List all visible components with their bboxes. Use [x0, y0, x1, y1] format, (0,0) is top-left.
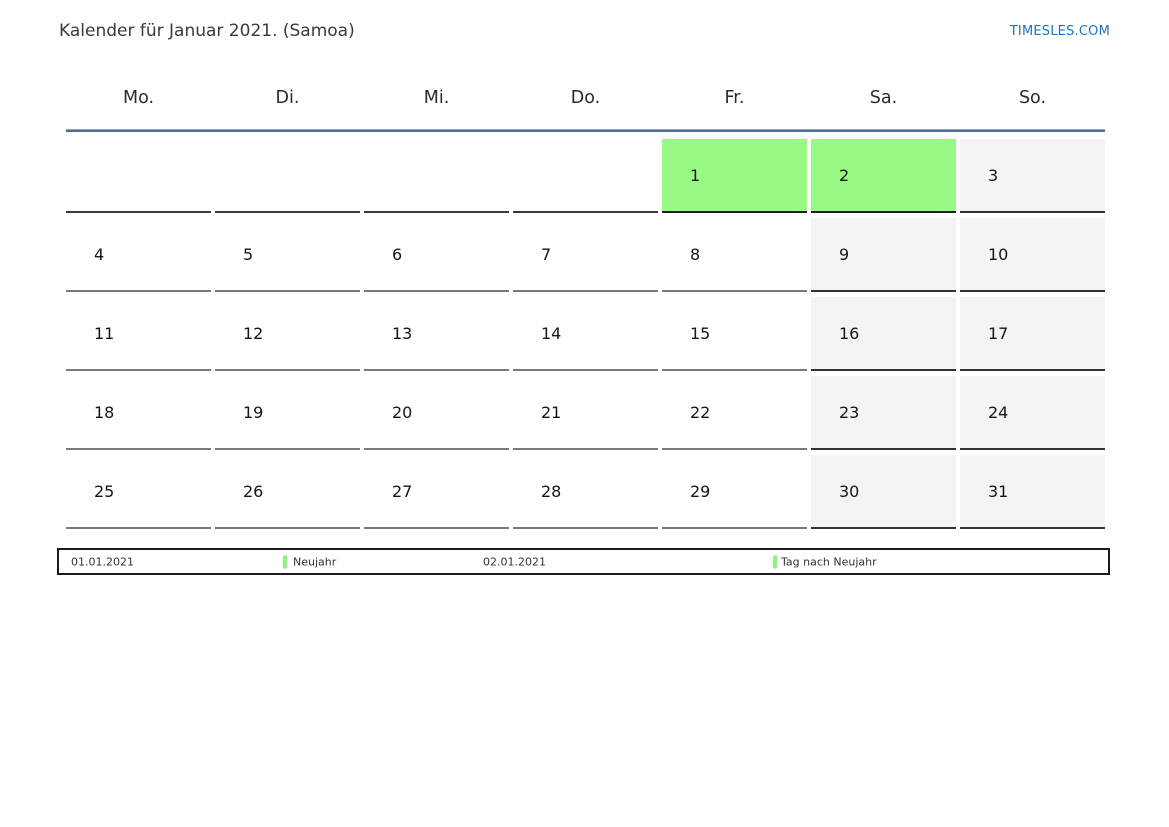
legend-date: 02.01.2021 — [483, 555, 546, 568]
day-number: 3 — [988, 165, 999, 185]
weekday-header-fr: Fr. — [724, 88, 745, 108]
weekday-header-sa: Sa. — [869, 88, 898, 108]
day-number: 20 — [392, 402, 413, 422]
day-number: 8 — [690, 244, 701, 264]
calendar-day-cell: 20 — [364, 376, 509, 450]
day-number: 19 — [243, 402, 264, 422]
weekday-header-so: So. — [1018, 88, 1047, 108]
calendar-day-cell: 15 — [662, 297, 807, 371]
day-number: 11 — [94, 323, 115, 343]
day-number: 24 — [988, 402, 1009, 422]
weekday-header-row: Mo. Di. Mi. Do. Fr. Sa. So. — [66, 88, 1105, 108]
calendar-day-cell: 25 — [66, 455, 211, 529]
day-number: 29 — [690, 481, 711, 501]
day-number: 13 — [392, 323, 413, 343]
day-number: 26 — [243, 481, 264, 501]
calendar-day-cell: 8 — [662, 218, 807, 292]
day-number: 15 — [690, 323, 711, 343]
calendar-day-cell: 3 — [960, 139, 1105, 213]
calendar-day-cell: 6 — [364, 218, 509, 292]
weekday-header-mo: Mo. — [122, 88, 155, 108]
weekday-header-mi: Mi. — [423, 88, 450, 108]
legend-date: 01.01.2021 — [71, 555, 134, 568]
calendar-day-cell — [364, 139, 509, 213]
calendar-day-cell: 24 — [960, 376, 1105, 450]
legend-holiday-name: Tag nach Neujahr — [781, 555, 877, 568]
day-number: 31 — [988, 481, 1009, 501]
brand-link[interactable]: TIMESLES.COM — [1009, 24, 1110, 39]
calendar-day-cell: 9 — [811, 218, 956, 292]
day-number: 25 — [94, 481, 115, 501]
calendar-day-cell: 19 — [215, 376, 360, 450]
holiday-marker-icon — [283, 555, 287, 568]
calendar-day-cell: 31 — [960, 455, 1105, 529]
day-number: 14 — [541, 323, 562, 343]
day-number: 16 — [839, 323, 860, 343]
day-number: 27 — [392, 481, 413, 501]
day-number: 9 — [839, 244, 850, 264]
day-number: 17 — [988, 323, 1009, 343]
calendar-day-cell: 17 — [960, 297, 1105, 371]
header-divider — [66, 129, 1105, 132]
calendar-day-cell — [215, 139, 360, 213]
calendar-day-cell: 26 — [215, 455, 360, 529]
day-number: 18 — [94, 402, 115, 422]
day-number: 4 — [94, 244, 105, 264]
day-number: 23 — [839, 402, 860, 422]
calendar-day-cell: 1 — [662, 139, 807, 213]
calendar-day-cell: 21 — [513, 376, 658, 450]
calendar-day-cell: 29 — [662, 455, 807, 529]
calendar-day-cell: 27 — [364, 455, 509, 529]
calendar-day-cell — [66, 139, 211, 213]
calendar-day-cell: 12 — [215, 297, 360, 371]
calendar-day-cell: 11 — [66, 297, 211, 371]
calendar-day-cell — [513, 139, 658, 213]
calendar-day-cell: 13 — [364, 297, 509, 371]
weekday-header-di: Di. — [275, 88, 300, 108]
day-number: 1 — [690, 165, 701, 185]
calendar-day-cell: 30 — [811, 455, 956, 529]
day-number: 7 — [541, 244, 552, 264]
calendar-day-cell: 16 — [811, 297, 956, 371]
holiday-legend: 01.01.2021 Neujahr 02.01.2021 Tag nach N… — [57, 548, 1110, 575]
day-number: 5 — [243, 244, 254, 264]
day-number: 28 — [541, 481, 562, 501]
page-title: Kalender für Januar 2021. (Samoa) — [59, 21, 355, 41]
day-number: 10 — [988, 244, 1009, 264]
holiday-marker-icon — [773, 555, 777, 568]
day-number: 30 — [839, 481, 860, 501]
calendar-day-cell: 7 — [513, 218, 658, 292]
calendar-grid: 1 2 3 4 5 6 7 8 9 10 11 12 13 14 15 16 17 18 19 20 21 22 23 24 2… — [66, 139, 1105, 529]
calendar-day-cell: 4 — [66, 218, 211, 292]
calendar-day-cell: 14 — [513, 297, 658, 371]
day-number: 22 — [690, 402, 711, 422]
day-number: 2 — [839, 165, 850, 185]
calendar-day-cell: 28 — [513, 455, 658, 529]
day-number: 6 — [392, 244, 403, 264]
day-number: 21 — [541, 402, 562, 422]
calendar-day-cell: 23 — [811, 376, 956, 450]
day-number: 12 — [243, 323, 264, 343]
legend-holiday-name: Neujahr — [293, 555, 337, 568]
calendar-day-cell: 18 — [66, 376, 211, 450]
calendar-day-cell: 10 — [960, 218, 1105, 292]
calendar-day-cell: 5 — [215, 218, 360, 292]
weekday-header-do: Do. — [570, 88, 601, 108]
calendar-day-cell: 22 — [662, 376, 807, 450]
calendar-day-cell: 2 — [811, 139, 956, 213]
